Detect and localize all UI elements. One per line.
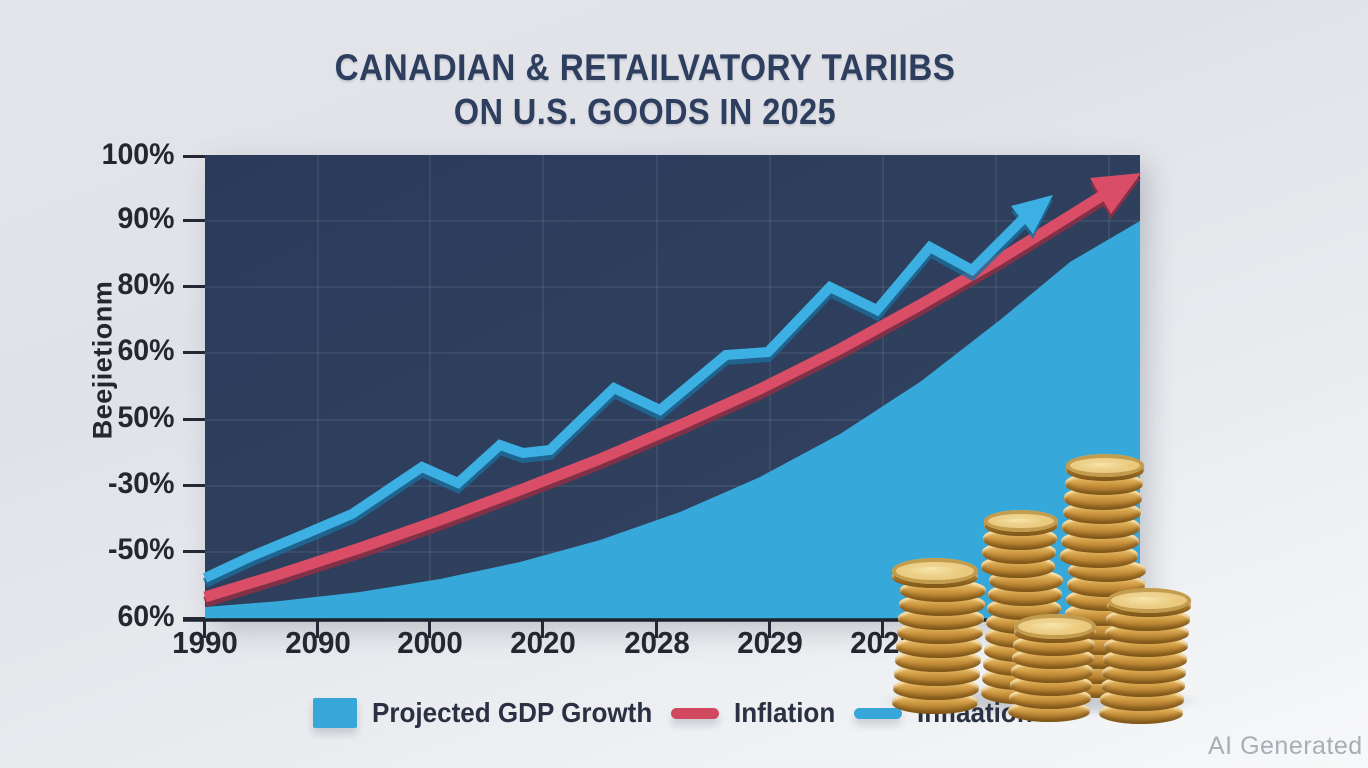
x-tick-mark (655, 620, 658, 638)
y-tick-label: -30% (107, 467, 175, 500)
y-tick-mark (183, 219, 205, 222)
ai-generated-watermark: AI Generated (1208, 732, 1363, 760)
y-tick-label: 50% (117, 401, 175, 434)
coin-stack (892, 558, 986, 714)
inflaation-line-swatch-icon (854, 707, 902, 719)
coin-top-face (1107, 588, 1191, 614)
y-tick-mark (183, 155, 205, 158)
x-tick-mark (881, 620, 884, 638)
x-tick-mark (541, 620, 544, 638)
y-tick-label: 60% (117, 600, 175, 633)
coin-top-face (1066, 453, 1144, 477)
y-tick-mark (183, 351, 205, 354)
y-tick-label: -50% (107, 533, 175, 566)
inflaation-arrowhead-icon (1011, 195, 1053, 234)
y-tick-mark (183, 285, 205, 288)
chart-title: CANADIAN & RETAILVATORY TARIIBS ON U.S. … (290, 46, 1001, 134)
y-tick-mark (183, 550, 205, 553)
x-tick-mark (768, 620, 771, 638)
coin-top-face (984, 510, 1058, 532)
legend-item-inflation: Inflation (671, 697, 843, 729)
y-tick-mark (183, 484, 205, 487)
inflaation-line-series (202, 210, 1032, 583)
x-tick-mark (428, 620, 431, 638)
gdp-area-series (205, 221, 1140, 620)
legend-label-gdp: Projected GDP Growth (372, 697, 653, 728)
chart-title-line1: CANADIAN & RETAILVATORY TARIIBS (334, 47, 956, 88)
y-tick-label: 60% (117, 334, 175, 367)
coin-stack (1008, 614, 1096, 722)
inflation-arrowhead-icon (1090, 173, 1141, 214)
y-tick-mark (183, 418, 205, 421)
legend-label-inflation: Inflation (734, 697, 836, 728)
x-tick-mark (203, 620, 206, 638)
chart-title-line2: ON U.S. GOODS IN 2025 (453, 91, 837, 133)
y-tick-label: 90% (117, 202, 175, 235)
inflation-line-swatch-icon (671, 707, 719, 719)
y-tick-label: 100% (101, 138, 175, 171)
gdp-area-swatch-icon (313, 698, 357, 728)
legend-item-gdp: Projected GDP Growth (313, 697, 673, 729)
y-tick-label: 80% (117, 268, 175, 301)
coin-top-face (892, 558, 978, 584)
coin-top-face (1014, 614, 1096, 640)
y-tick-mark (183, 617, 205, 620)
x-tick-mark (316, 620, 319, 638)
coin-stack (1099, 588, 1191, 724)
inflation-line-series (203, 187, 1111, 603)
